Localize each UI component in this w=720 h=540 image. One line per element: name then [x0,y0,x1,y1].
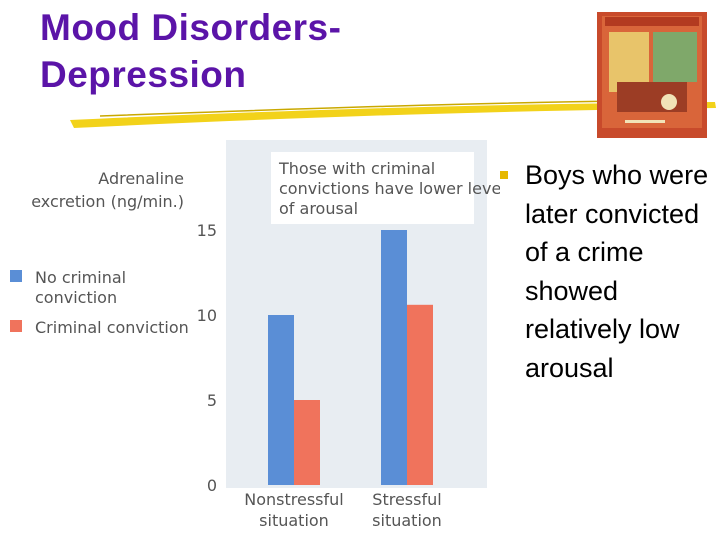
title-line-1: Mood Disorders- [40,7,342,48]
x-tick-label: situation [372,511,442,530]
legend-label: Criminal conviction [35,318,189,337]
bar-conviction-1 [407,304,433,485]
bar-conviction-0 [294,400,320,485]
legend-swatch [10,270,22,282]
bar-chart: Adrenaline excretion (ng/min.) Those wit… [10,140,500,530]
legend-label: No criminal [35,268,126,287]
y-tick-label: 0 [207,476,217,495]
bar-no-conviction-0 [268,315,294,485]
slide-title: Mood Disorders- Depression [40,4,341,98]
y-axis-title-line-1: Adrenaline [98,169,184,188]
annotation-line-2: convictions have lower levels [279,179,500,198]
bullet-text: Boys who were later convicted of a crime… [525,160,709,383]
annotation-line-3: of arousal [279,199,358,218]
y-tick-label: 15 [197,221,217,240]
textbook-cover-image [597,12,707,138]
y-tick-label: 5 [207,391,217,410]
annotation-line-1: Those with criminal [278,159,435,178]
title-line-2: Depression [40,54,247,95]
y-axis-title-line-2: excretion (ng/min.) [31,192,184,211]
annotation-box [271,152,474,224]
bullet-marker [500,171,508,179]
bar-no-conviction-1 [381,230,407,485]
x-tick-label: Stressful [372,490,441,509]
legend-label: conviction [35,288,117,307]
y-tick-label: 10 [197,306,217,325]
x-tick-label: Nonstressful [244,490,343,509]
legend-swatch [10,320,22,332]
x-tick-label: situation [259,511,329,530]
bullet-list: Boys who were later convicted of a crime… [500,156,715,387]
